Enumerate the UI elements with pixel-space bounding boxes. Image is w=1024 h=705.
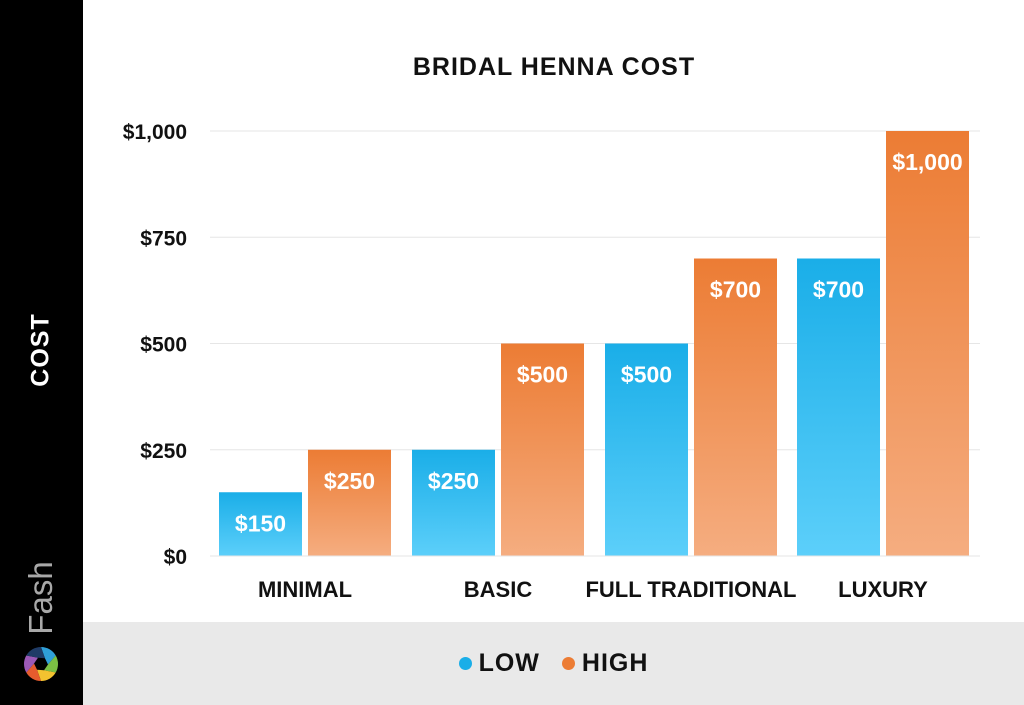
data-label: $250 — [324, 468, 375, 494]
legend-swatch-low — [458, 657, 472, 670]
data-label: $700 — [710, 277, 761, 303]
x-tick-label: MINIMAL — [258, 577, 352, 602]
legend: LOW HIGH — [83, 622, 1024, 705]
data-label: $700 — [813, 277, 864, 303]
data-label: $150 — [235, 510, 286, 536]
legend-item-high: HIGH — [561, 649, 649, 678]
x-tick-label: FULL TRADITIONAL — [585, 577, 796, 602]
aperture-logo-icon — [24, 647, 58, 681]
chart-title: BRIDAL HENNA COST — [413, 53, 695, 81]
data-label: $250 — [428, 468, 479, 494]
bar-low — [797, 258, 880, 556]
bar-high — [501, 343, 584, 556]
data-label: $1,000 — [892, 149, 962, 175]
data-label: $500 — [621, 362, 672, 388]
bar-high — [694, 258, 777, 556]
x-tick-label: LUXURY — [838, 577, 928, 602]
data-label: $500 — [517, 362, 568, 388]
y-tick-label: $750 — [140, 227, 187, 250]
y-tick-label: $1,000 — [123, 121, 187, 144]
bar-high — [308, 449, 391, 556]
legend-item-low: LOW — [458, 649, 540, 678]
y-tick-label: $0 — [164, 546, 187, 569]
bar-low — [412, 449, 495, 556]
side-panel: COST Fash — [0, 0, 83, 705]
x-tick-label: BASIC — [464, 577, 533, 602]
bar-low — [219, 492, 302, 556]
bar-low — [605, 343, 688, 556]
legend-swatch-high — [561, 657, 575, 670]
legend-label-high: HIGH — [581, 649, 649, 677]
bar-chart: BRIDAL HENNA COST $0 $250 $500 $750 $1,000 $15… — [123, 53, 980, 602]
y-tick-label: $500 — [140, 334, 187, 357]
legend-label-low: LOW — [478, 649, 540, 677]
legend-bar: LOW HIGH — [83, 622, 1024, 705]
bar-high — [886, 131, 969, 556]
y-tick-label: $250 — [140, 440, 187, 463]
